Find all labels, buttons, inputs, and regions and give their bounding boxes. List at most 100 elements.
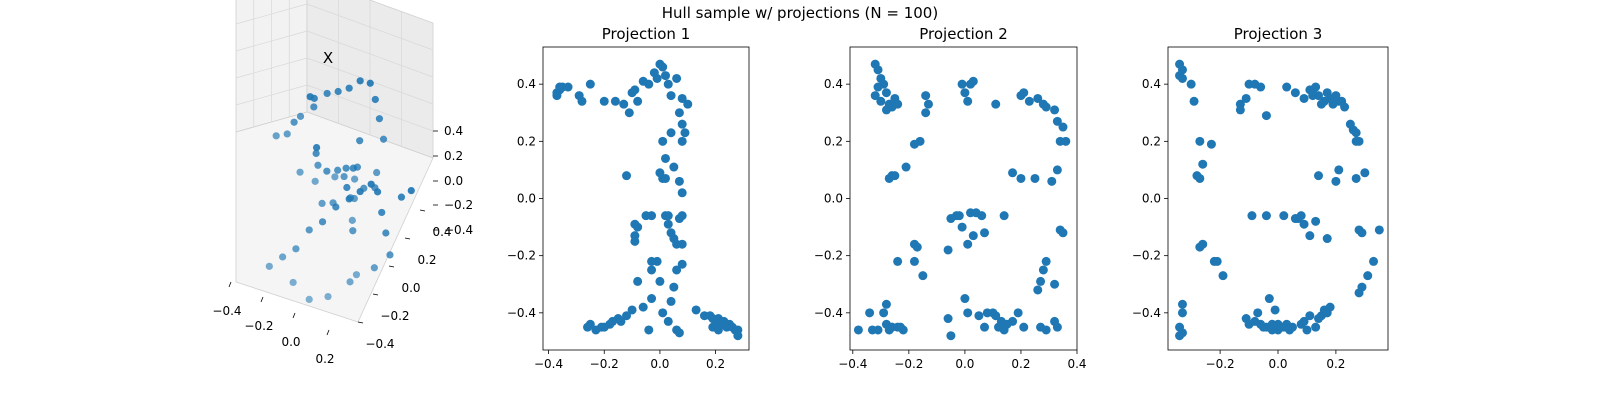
scatter-3d-x-tick-label: −0.2 — [244, 319, 273, 333]
projection-3-point — [1299, 316, 1309, 326]
projection-2-point — [881, 105, 891, 115]
scatter-3d-point — [279, 253, 287, 261]
scatter-3d-point — [345, 84, 353, 92]
projection-2-point — [909, 256, 919, 266]
projection-3-point — [1261, 111, 1271, 121]
projection-1-point — [599, 322, 609, 332]
projection-2-point — [968, 231, 978, 241]
projection-3-point — [1299, 93, 1309, 103]
projection-1-point — [674, 328, 684, 338]
projection-3-point — [1282, 82, 1292, 92]
projection-1-point — [624, 108, 634, 118]
scatter-3d-point — [370, 264, 378, 272]
projection-3-point — [1354, 288, 1364, 298]
projection-2-point — [943, 245, 953, 255]
projection-1-point — [680, 128, 690, 138]
projection-3-point — [1340, 102, 1350, 112]
projection-3-point — [1177, 299, 1187, 309]
projection-3-point — [1351, 128, 1361, 138]
scatter-3d-point — [323, 167, 331, 175]
projection-3-point — [1235, 105, 1245, 115]
scatter-3d-point — [323, 89, 331, 98]
projection-3-x-tick-label: 0.2 — [1326, 357, 1345, 371]
scatter-3d-y-tick-label: 0.0 — [401, 281, 420, 295]
scatter-3d-point — [352, 271, 361, 279]
projection-3-point — [1177, 308, 1187, 318]
projection-3-point — [1314, 314, 1324, 324]
scatter-3d-y-tick-label: 0.4 — [432, 225, 451, 239]
projection-1-point — [610, 96, 620, 106]
projection-2-x-tick-label: 0.0 — [955, 357, 974, 371]
scatter-3d-x-tick — [260, 296, 264, 303]
projection-3-point — [1177, 73, 1187, 83]
projection-1-point — [622, 171, 632, 181]
projection-2-point — [960, 88, 970, 98]
projection-2-point — [1041, 102, 1051, 112]
scatter-3d-point — [305, 226, 313, 234]
projection-2-point — [946, 331, 956, 341]
projection-1-point — [677, 119, 687, 129]
scatter-3d-point — [379, 135, 388, 143]
projection-2-points — [853, 59, 1071, 341]
scatter-3d-point — [345, 195, 353, 203]
projection-2-y-tick-label: −0.4 — [814, 306, 843, 320]
scatter-3d-point — [367, 180, 375, 188]
projection-1-x-tick-label: −0.2 — [590, 357, 619, 371]
scatter-3d-point — [356, 187, 364, 196]
projection-3-point — [1331, 176, 1341, 186]
scatter-3d-x-tick — [326, 329, 330, 336]
projection-3-point — [1261, 211, 1271, 221]
scatter-3d-point — [356, 77, 364, 85]
projection-3-frame — [1167, 46, 1389, 351]
projection-3-point — [1314, 171, 1324, 181]
projection-3-point — [1369, 256, 1379, 266]
scatter-3d-point — [318, 199, 326, 207]
projection-1-point — [630, 85, 640, 95]
projection-2-point — [1008, 168, 1018, 178]
projection-1-point — [666, 128, 676, 138]
projection-2-point — [893, 256, 903, 266]
projection-2-point — [870, 91, 880, 101]
projection-1-point — [672, 73, 682, 83]
scatter-3d-x-tick — [292, 312, 296, 319]
projection-3-point — [1305, 311, 1315, 321]
projection-1-point — [563, 82, 573, 92]
scatter-3d-point — [305, 295, 313, 303]
projection-1-point — [633, 276, 643, 286]
projection-2-y-tick-label: −0.2 — [814, 249, 843, 263]
projection-2-point — [1041, 256, 1051, 266]
projection-3-point — [1212, 256, 1222, 266]
projection-1-point — [663, 219, 673, 229]
scatter-3d-x-tick-label: 0.0 — [281, 335, 300, 349]
projection-2-point — [921, 91, 931, 101]
scatter-3d-point — [407, 187, 415, 195]
projection-2-point — [895, 322, 905, 332]
projection-1-point — [591, 325, 601, 335]
projection-2-point — [1038, 265, 1048, 275]
projection-3-point — [1357, 228, 1367, 238]
projection-2-point — [954, 211, 964, 221]
projection-3-point — [1279, 211, 1289, 221]
projection-3-points — [1175, 59, 1384, 341]
projection-1-point — [619, 99, 629, 109]
projection-1-x-tick-label: 0.0 — [650, 357, 669, 371]
projection-1-point — [577, 96, 587, 106]
scatter-3d-point — [265, 262, 273, 270]
scatter-3d-point — [331, 173, 339, 181]
projection-1-point — [644, 325, 654, 335]
projection-3-point — [1264, 294, 1274, 304]
scatter-3d-point — [272, 132, 280, 140]
projection-2-point — [918, 271, 928, 281]
projection-2-point — [865, 308, 875, 318]
projection-3-point — [1276, 322, 1286, 332]
scatter-3d-x-tick — [228, 281, 232, 288]
projection-2-point — [921, 108, 931, 118]
projection-2-point — [991, 99, 1001, 109]
projection-3-point — [1311, 216, 1321, 226]
projection-2-plot: Projection 2 −0.4 −0.2 0.0 0.2 0.4 −0.4 −0.2 0.0… — [814, 25, 1087, 371]
scatter-3d-point — [371, 95, 379, 104]
scatter-3d-point — [292, 245, 300, 253]
scatter-3d-floor-pane — [235, 111, 434, 323]
projection-3-point — [1322, 234, 1332, 244]
projection-1-points — [552, 59, 743, 341]
